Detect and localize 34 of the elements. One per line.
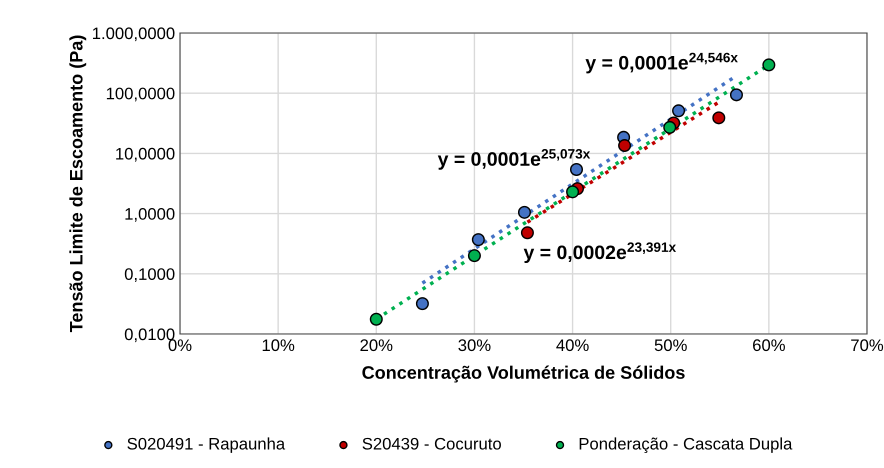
y-axis-title: Tensão Limite de Escoamento (Pa)	[69, 36, 86, 332]
x-tick-label: 10%	[262, 339, 294, 352]
point	[566, 185, 580, 198]
point	[730, 88, 743, 102]
x-tick-label: 20%	[360, 339, 392, 352]
legend-label: S020491 - Rapaunha	[127, 437, 286, 453]
y-tick-label: 0,1000	[124, 268, 174, 282]
x-tick-label: 70%	[851, 339, 884, 352]
y-tick-label: 1.000,0000	[93, 27, 174, 42]
point	[520, 226, 534, 240]
point	[416, 297, 429, 310]
point	[468, 249, 481, 262]
y-tick-label: 10,0000	[116, 148, 174, 162]
point	[370, 312, 383, 326]
annotation: y = 0,0001e$^{25,073x}$	[438, 149, 590, 170]
point	[570, 163, 583, 176]
point	[518, 206, 531, 219]
point	[618, 139, 632, 152]
point	[472, 233, 485, 246]
annotation: y = 0,0001e$^{24,546x}$	[585, 52, 738, 74]
x-tick-label: 60%	[753, 339, 785, 352]
point	[762, 58, 776, 72]
y-tick-label: 1,0000	[125, 208, 174, 222]
legend-label: S20439 - Cocuruto	[362, 438, 501, 450]
y-tick-label: 100,0000	[106, 88, 174, 102]
annotation: y = 0,0002e$^{23,391x}$	[524, 242, 676, 264]
point	[712, 111, 726, 124]
point	[663, 120, 676, 134]
x-tick-label: 50%	[654, 339, 687, 352]
x-axis-title: Concentração Volumétrica de Sólidos	[362, 366, 685, 382]
point	[672, 104, 686, 118]
x-tick-label: 40%	[556, 339, 589, 352]
legend-label: Ponderação - Cascata Dupla	[580, 437, 792, 453]
x-tick-label: 30%	[458, 339, 491, 352]
